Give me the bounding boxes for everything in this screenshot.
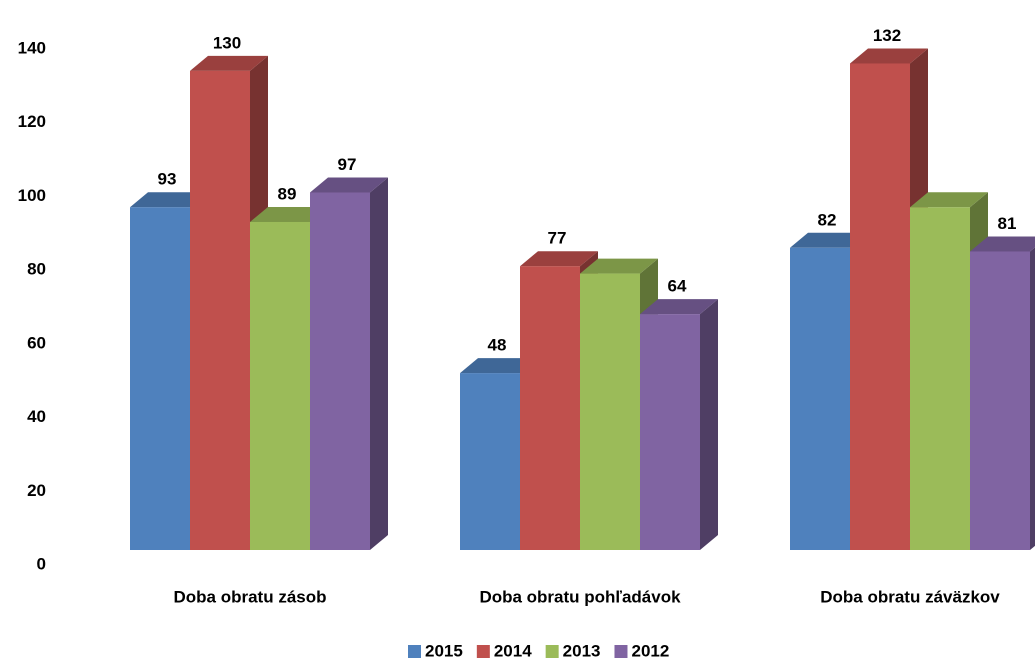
data-label: 82 — [818, 210, 837, 229]
bar-top — [130, 192, 208, 208]
data-label: 81 — [998, 214, 1017, 233]
bar — [310, 177, 388, 550]
bar-front — [460, 373, 520, 550]
x-tick-label: Doba obratu zásob — [173, 587, 326, 606]
y-tick-label: 0 — [37, 554, 46, 573]
y-tick-label: 100 — [18, 186, 46, 205]
legend-swatch — [408, 645, 421, 658]
legend-swatch — [614, 645, 628, 658]
bar-top — [640, 299, 718, 315]
bar-top — [970, 236, 1035, 252]
bar-side — [1030, 247, 1035, 550]
bar-front — [640, 314, 700, 550]
legend-label: 2014 — [494, 641, 532, 660]
bar-top — [250, 206, 328, 222]
x-tick-label: Doba obratu záväzkov — [820, 587, 1000, 606]
data-label: 130 — [213, 33, 241, 52]
x-tick-label: Doba obratu pohľadávok — [479, 587, 681, 606]
bar-top — [310, 177, 388, 193]
bar-front — [130, 207, 190, 550]
data-label: 77 — [548, 229, 567, 248]
data-label: 64 — [668, 277, 687, 296]
y-tick-label: 140 — [18, 38, 46, 57]
data-label: 97 — [338, 155, 357, 174]
bar-front — [520, 266, 580, 550]
bar-top — [850, 48, 928, 64]
bar — [520, 251, 598, 550]
bar — [970, 236, 1035, 550]
bar-front — [970, 251, 1030, 550]
y-tick-label: 120 — [18, 112, 46, 131]
y-tick-label: 40 — [27, 407, 46, 426]
bar-side — [370, 177, 388, 550]
legend-label: 2012 — [631, 641, 669, 660]
legend: 2015 2014 2013 2012 — [408, 641, 669, 660]
bar-front — [580, 273, 640, 550]
bar-top — [910, 192, 988, 208]
data-label: 93 — [158, 170, 177, 189]
legend-label: 2013 — [563, 641, 601, 660]
data-label: 48 — [488, 336, 507, 355]
bar-top — [520, 251, 598, 267]
bar-front — [250, 221, 310, 550]
bar-top — [460, 358, 538, 374]
bar-front — [310, 192, 370, 550]
bar-side — [700, 299, 718, 550]
bar-front — [850, 63, 910, 550]
bar-top — [190, 55, 268, 71]
y-tick-label: 80 — [27, 260, 46, 279]
legend-swatch — [476, 645, 490, 658]
bar-top — [580, 258, 658, 274]
bar-front — [910, 207, 970, 550]
bar-top — [790, 232, 868, 248]
legend-label: 2015 — [425, 641, 463, 660]
y-tick-label: 20 — [27, 481, 46, 500]
bar — [640, 299, 718, 550]
data-label: 132 — [873, 26, 901, 45]
bar-front — [190, 70, 250, 550]
y-tick-label: 60 — [27, 333, 46, 352]
bar-front — [790, 247, 850, 550]
legend-swatch — [545, 645, 559, 658]
data-label: 89 — [278, 184, 297, 203]
